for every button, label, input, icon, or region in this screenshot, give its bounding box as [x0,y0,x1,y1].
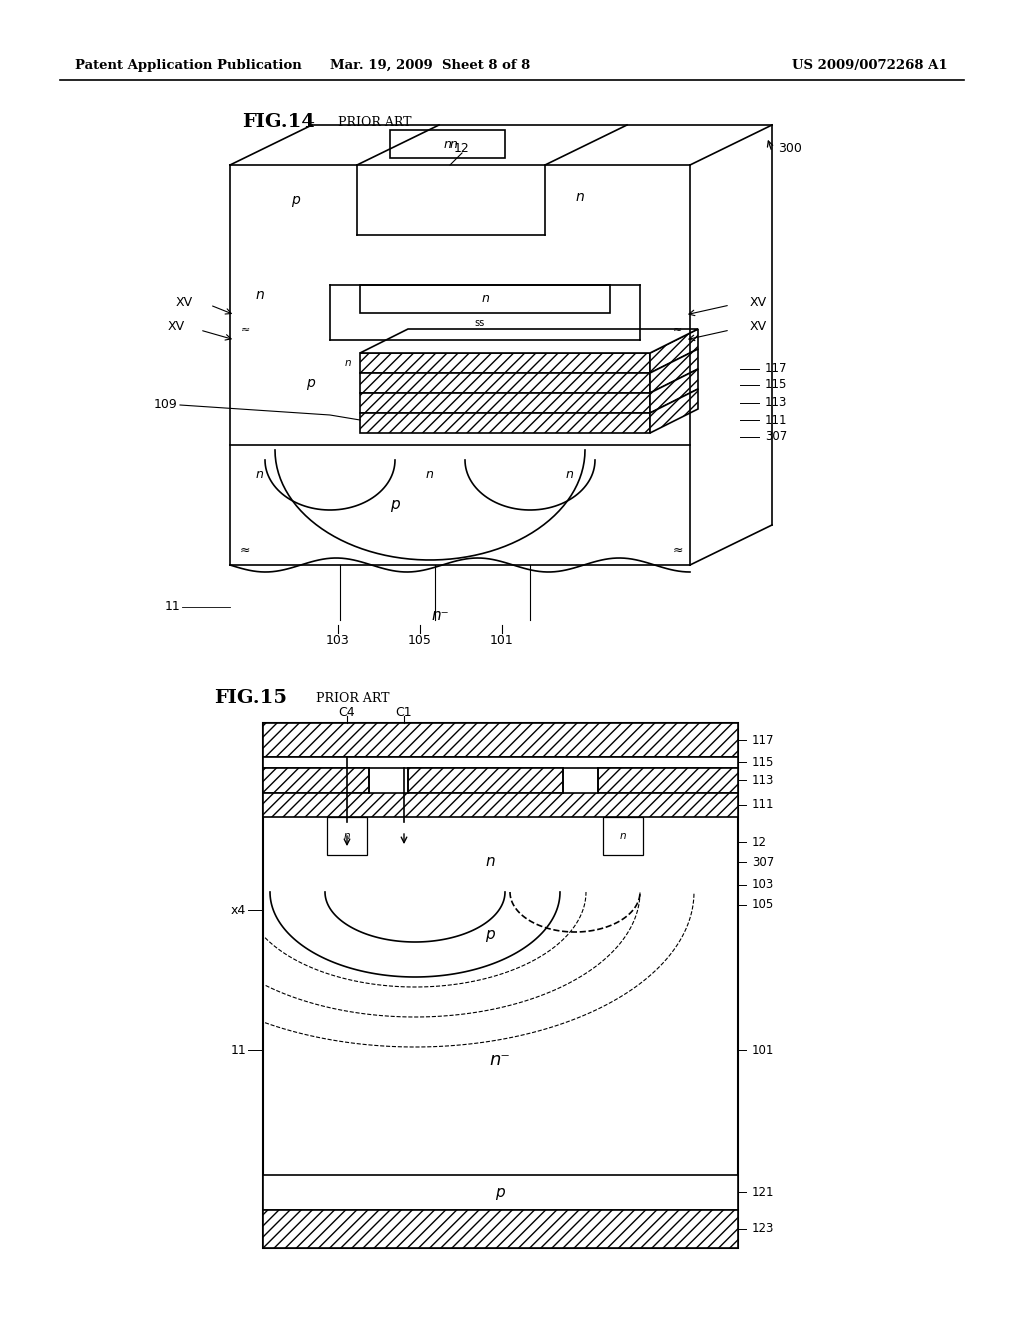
Text: ≈: ≈ [674,325,683,335]
Polygon shape [650,348,698,393]
Polygon shape [650,329,698,374]
Bar [263,1175,738,1210]
Bar [263,768,369,793]
Text: 123: 123 [752,1222,774,1236]
Text: 12: 12 [752,836,767,849]
Text: p: p [390,498,399,512]
Bar [263,793,738,817]
Text: 111: 111 [765,413,787,426]
Text: 307: 307 [752,855,774,869]
Text: n⁻: n⁻ [489,1051,510,1069]
Text: ≈: ≈ [240,544,250,557]
Text: 103: 103 [752,879,774,891]
Text: n: n [450,139,457,152]
Text: C1: C1 [395,705,413,718]
Bar [360,352,650,374]
Text: US 2009/0072268 A1: US 2009/0072268 A1 [793,58,948,71]
Text: XV: XV [750,321,767,334]
Bar [603,817,643,855]
Text: 113: 113 [752,774,774,787]
Polygon shape [650,370,698,413]
Text: n: n [485,854,495,870]
Text: Mar. 19, 2009  Sheet 8 of 8: Mar. 19, 2009 Sheet 8 of 8 [330,58,530,71]
Text: ss: ss [475,318,485,327]
Text: n: n [256,288,264,302]
Text: n: n [344,832,350,841]
Bar [360,285,610,313]
Text: 12: 12 [454,141,470,154]
Bar [598,768,738,793]
Bar [263,1210,738,1247]
Text: FIG.14: FIG.14 [242,114,314,131]
Text: n: n [443,137,452,150]
Text: Patent Application Publication: Patent Application Publication [75,58,302,71]
Text: 117: 117 [765,363,787,375]
Text: ≈: ≈ [673,544,683,557]
Text: 113: 113 [765,396,787,409]
Text: XV: XV [168,321,185,334]
Text: PRIOR ART: PRIOR ART [338,116,412,128]
Text: n⁻: n⁻ [431,607,449,623]
Bar [360,393,650,413]
Text: 109: 109 [154,399,177,412]
Text: 11: 11 [230,1044,246,1056]
Text: 111: 111 [752,799,774,812]
Text: FIG.15: FIG.15 [214,689,287,708]
Text: 300: 300 [778,141,802,154]
Text: 105: 105 [408,634,432,647]
Text: p: p [291,193,299,207]
Text: n: n [345,358,351,368]
Polygon shape [360,329,698,352]
Text: 105: 105 [752,899,774,912]
Text: 103: 103 [326,634,350,647]
Text: p: p [485,928,495,942]
Bar [390,129,505,158]
Text: XV: XV [750,297,767,309]
Text: 117: 117 [752,734,774,747]
Text: 11: 11 [164,601,180,614]
Text: C4: C4 [339,705,355,718]
Text: n: n [566,469,573,482]
Text: n: n [575,190,585,205]
Text: n: n [481,293,488,305]
Bar [360,374,650,393]
Text: n: n [256,469,264,482]
Text: n: n [620,832,627,841]
Bar [263,723,738,756]
Text: 115: 115 [765,379,787,392]
Text: p: p [305,376,314,389]
Bar [327,817,367,855]
Text: 115: 115 [752,755,774,768]
Bar [263,723,738,1247]
Text: PRIOR ART: PRIOR ART [316,692,389,705]
Text: 101: 101 [490,634,514,647]
Text: ≈: ≈ [241,325,250,335]
Text: x4: x4 [230,903,246,916]
Text: 101: 101 [752,1044,774,1056]
Bar [263,756,738,768]
Text: p: p [496,1185,505,1200]
Text: 307: 307 [765,430,787,444]
Polygon shape [650,389,698,433]
Bar [360,413,650,433]
Bar [408,768,563,793]
Text: XV: XV [176,297,193,309]
Text: n: n [426,469,434,482]
Text: 121: 121 [752,1185,774,1199]
